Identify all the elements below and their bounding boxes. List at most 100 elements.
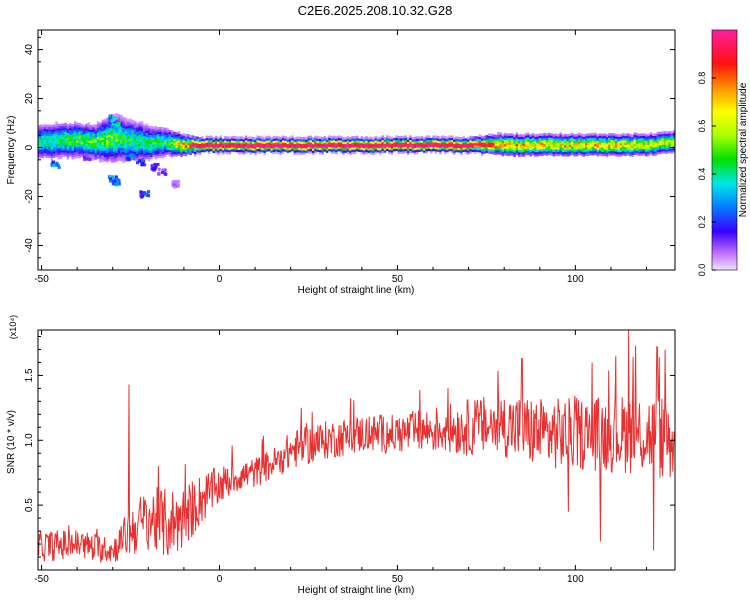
spectrogram-cell	[448, 144, 451, 147]
spectrogram-cell	[263, 139, 266, 142]
spectrogram-cell	[672, 130, 675, 133]
spectrogram-cell	[224, 135, 227, 139]
spectrogram-cell	[187, 138, 190, 141]
spectrogram-cell	[603, 151, 606, 154]
spectrogram-cell	[578, 141, 581, 145]
spectrogram-cell	[249, 145, 253, 148]
spectrogram-cell	[143, 153, 146, 156]
spectrogram-cell	[50, 136, 54, 139]
spectrogram-cell	[122, 158, 125, 161]
spectrogram-blob-cell	[171, 183, 175, 186]
spectrogram-cell	[668, 144, 671, 147]
spectrogram-cell	[552, 145, 556, 148]
spectrogram-cell	[383, 139, 387, 142]
spectrogram-cell	[191, 139, 195, 143]
spectrogram-cell	[353, 149, 357, 152]
spectrogram-blob-cell	[110, 179, 114, 183]
spectrogram-cell	[76, 135, 79, 139]
spectrogram-cell	[455, 140, 458, 144]
spectrogram-cell	[397, 146, 401, 150]
spectrogram-cell	[275, 138, 278, 141]
spectrogram-cell	[62, 136, 65, 140]
spectrogram-cell	[409, 139, 412, 143]
spectrogram-cell	[124, 124, 128, 127]
spectrogram-cell	[78, 129, 81, 132]
spectrogram-cell	[64, 127, 67, 130]
spectrogram-cell	[108, 125, 111, 129]
spectrogram-cell	[71, 152, 74, 156]
spectrogram-cell	[564, 149, 567, 152]
spectrogram-cell	[638, 142, 641, 146]
spectrogram-cell	[649, 134, 653, 138]
spectrogram-cell	[73, 151, 77, 155]
spectrogram-cell	[103, 121, 107, 124]
spectrogram-cell	[131, 139, 135, 143]
spectrogram-cell	[635, 141, 639, 145]
spectrogram-cell	[48, 126, 51, 130]
spectrogram-cell	[41, 131, 44, 134]
spectrogram-cell	[460, 148, 463, 151]
spectrogram-cell	[517, 145, 521, 148]
spectrogram-cell	[122, 151, 125, 155]
spectrogram-cell	[143, 148, 146, 152]
spectrogram-cell	[279, 136, 283, 140]
spectrogram-cell	[638, 144, 641, 148]
spectrogram-cell	[164, 145, 167, 148]
spectrogram-cell	[69, 147, 72, 151]
spectrogram-cell	[416, 138, 419, 141]
spectrogram-cell	[601, 142, 604, 146]
spectrogram-cell	[578, 150, 581, 154]
spectrogram-cell	[48, 124, 51, 127]
spectrogram-cell	[233, 147, 236, 150]
spectrogram-cell	[393, 146, 396, 150]
spectrogram-cell	[94, 128, 98, 132]
spectrogram-cell	[529, 138, 532, 142]
spectrogram-cell	[251, 145, 255, 149]
spectrogram-cell	[446, 145, 449, 148]
spectrogram-cell	[409, 144, 412, 147]
spectrogram-cell	[656, 140, 660, 144]
spectrogram-cell	[314, 135, 317, 139]
spectrogram-cell	[46, 149, 49, 152]
spectrogram-cell	[487, 148, 491, 152]
spectrogram-cell	[152, 135, 155, 138]
spectrogram-cell	[552, 153, 556, 157]
spectrogram-cell	[196, 145, 199, 148]
spectrogram-cell	[587, 153, 590, 156]
spectrogram-cell	[298, 149, 301, 153]
spectrogram-cell	[127, 121, 130, 124]
spectrogram-cell	[219, 137, 222, 141]
spectrogram-cell	[43, 128, 47, 131]
spectrogram-cell	[110, 144, 114, 148]
spectrogram-blob-cell	[111, 122, 115, 126]
spectrogram-cell	[110, 131, 114, 135]
spectrogram-cell	[305, 145, 308, 149]
spectrogram-cell	[499, 145, 502, 149]
spectrogram-cell	[573, 151, 576, 155]
spectrogram-cell	[464, 144, 468, 148]
spectrogram-cell	[305, 150, 308, 153]
spectrogram-cell	[497, 151, 500, 155]
spectrogram-cell	[170, 134, 174, 138]
spectrogram-cell	[351, 147, 354, 150]
spectrogram-cell	[277, 147, 280, 150]
spectrogram-cell	[101, 126, 104, 129]
spectrogram-cell	[610, 133, 613, 136]
spectrogram-cell	[48, 146, 51, 149]
spectrogram-cell	[110, 138, 114, 141]
spectrogram-cell	[110, 158, 114, 161]
colorbar-label: Normalized spectral amplitude	[738, 82, 749, 217]
spectrogram-cell	[353, 138, 357, 141]
spectrogram-cell	[369, 149, 373, 153]
spectrogram-blob-cell	[51, 160, 55, 164]
spectrogram-cell	[626, 146, 630, 149]
spectrogram-cell	[397, 144, 401, 148]
spectrogram-cell	[480, 153, 484, 156]
spectrogram-cell	[106, 117, 109, 121]
spectrogram-cell	[210, 137, 213, 141]
spectrogram-blob-cell	[88, 157, 92, 161]
spectrogram-cell	[240, 145, 243, 148]
spectrogram-cell	[293, 141, 296, 144]
spectrogram-cell	[388, 136, 391, 139]
spectrogram-cell	[103, 141, 107, 144]
